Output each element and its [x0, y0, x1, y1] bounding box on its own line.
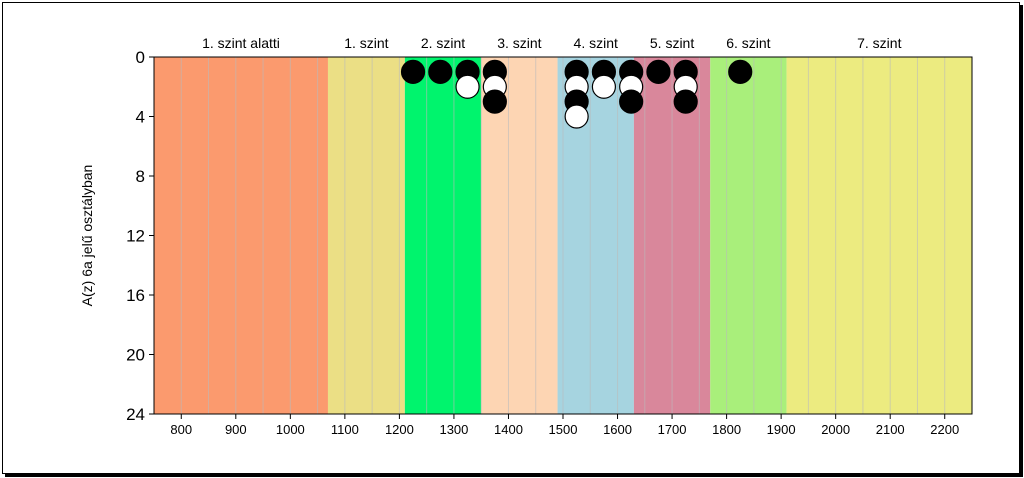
- y-tick-label: 24: [126, 405, 145, 424]
- x-tick-label: 1900: [767, 422, 796, 437]
- data-point-13: [591, 74, 617, 99]
- y-tick-label: 8: [136, 167, 145, 186]
- band-label: 4. szint: [574, 35, 618, 51]
- y-tick-label: 12: [126, 227, 145, 246]
- data-point-11: [564, 104, 589, 129]
- x-axis: 800 900 1000 1100 1200 1300 1400 1500 1600 1700 18…: [154, 413, 972, 437]
- x-tick-label: 2100: [876, 422, 905, 437]
- band-label: 1. szint alatti: [202, 35, 280, 51]
- band-label: 5. szint: [650, 35, 694, 51]
- x-tick-label: 1400: [494, 422, 523, 437]
- data-point-17: [646, 59, 671, 84]
- x-tick-label: 2200: [930, 422, 959, 437]
- x-tick-label: 1200: [385, 422, 414, 437]
- band-label: 3. szint: [497, 35, 541, 51]
- level-bands: [154, 57, 972, 414]
- band-4: [481, 57, 558, 414]
- data-point-2: [428, 59, 453, 84]
- band-label: 6. szint: [726, 35, 770, 51]
- y-tick-label: 4: [136, 108, 145, 127]
- band-label: 1. szint: [344, 35, 388, 51]
- band-1: [154, 57, 328, 414]
- x-tick-label: 1100: [331, 422, 359, 437]
- band-7: [710, 57, 787, 414]
- y-axis-label: A(z) 6a jelű osztályban: [79, 165, 95, 307]
- data-point-1: [400, 59, 426, 84]
- x-tick-label: 800: [170, 422, 192, 437]
- band-label: 7. szint: [857, 35, 901, 51]
- x-tick-label: 1700: [658, 422, 687, 437]
- data-point-4: [455, 74, 480, 99]
- band-3: [404, 57, 482, 414]
- data-point-16: [619, 89, 644, 114]
- x-tick-label: 2000: [821, 422, 850, 437]
- x-tick-label: 1800: [712, 422, 741, 437]
- x-tick-label: 900: [225, 422, 247, 437]
- x-tick-label: 1600: [603, 422, 632, 437]
- band-label: 2. szint: [421, 35, 465, 51]
- data-point-20: [673, 89, 698, 114]
- band-labels: 1. szint alatti 1. szint 2. szint 3. szint 4…: [202, 35, 902, 51]
- y-tick-label: 20: [126, 346, 145, 365]
- y-axis: 0 4 8 12 16 20 24: [126, 48, 155, 424]
- data-point-7: [482, 89, 507, 114]
- data-points: [400, 59, 753, 129]
- y-tick-label: 0: [136, 48, 145, 67]
- x-tick-label: 1300: [439, 422, 468, 437]
- data-point-21: [728, 59, 753, 84]
- band-2: [327, 57, 405, 414]
- band-8: [786, 57, 972, 414]
- x-tick-label: 1000: [276, 422, 305, 437]
- x-tick-label: 1500: [549, 422, 578, 437]
- y-tick-label: 16: [126, 286, 145, 305]
